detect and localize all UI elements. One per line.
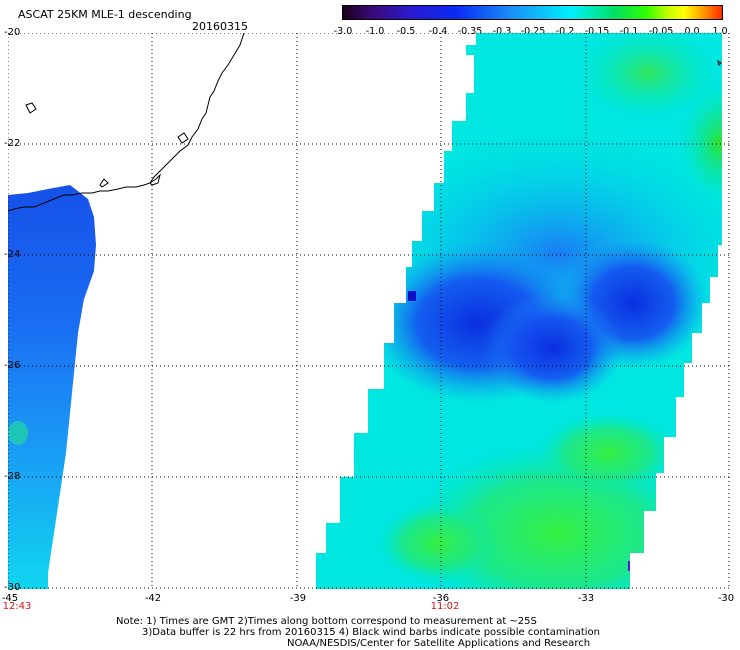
colorbar-label: -3.0: [333, 26, 353, 37]
lon-label: -36: [432, 593, 450, 604]
lat-label: -28: [4, 471, 21, 482]
lat-label: -30: [4, 582, 21, 593]
footer-notes: Note: 1) Times are GMT 2)Times along bot…: [116, 616, 600, 649]
colorbar-label: -0.25: [520, 26, 546, 37]
note-line: Note: 1) Times are GMT 2)Times along bot…: [116, 616, 537, 627]
colorbar-label: -1.0: [365, 26, 385, 37]
lat-label: -20: [4, 27, 21, 38]
west-swath: [8, 185, 96, 589]
colorbar-label: -0.5: [396, 26, 416, 37]
colorbar-label: -0.05: [648, 26, 674, 37]
lon-label: -33: [577, 593, 595, 604]
ascat-map: [8, 33, 730, 589]
colorbar-label: -0.4: [428, 26, 448, 37]
pass-time-label: 12:43: [2, 601, 32, 612]
east-swath: [316, 33, 722, 589]
lon-label: -45: [1, 593, 19, 604]
map-date: 20160315: [192, 20, 248, 33]
lon-label: -30: [717, 593, 735, 604]
graticule: [8, 33, 730, 589]
coastline: [8, 33, 722, 212]
colorbar-label: -0.3: [492, 26, 512, 37]
colorbar-label: -0.15: [584, 26, 610, 37]
map-title: ASCAT 25KM MLE-1 descending: [18, 8, 192, 21]
colorbar-label: 1.0: [712, 26, 728, 37]
colorbar-label: -0.2: [555, 26, 575, 37]
lat-label: -26: [4, 360, 21, 371]
pass-time-label: 11:02: [430, 601, 460, 612]
note-line: NOAA/NESDIS/Center for Satellite Applica…: [287, 638, 591, 649]
colorbar-label: 0.0: [684, 26, 700, 37]
lon-label: -42: [144, 593, 162, 604]
colorbar: [342, 5, 723, 20]
note-line: 3)Data buffer is 22 hrs from 20160315 4)…: [142, 627, 600, 638]
colorbar-label: -0.35: [457, 26, 483, 37]
lon-label: -39: [289, 593, 307, 604]
colorbar-label: -0.1: [619, 26, 639, 37]
lat-label: -22: [4, 138, 21, 149]
lat-label: -24: [4, 249, 21, 260]
